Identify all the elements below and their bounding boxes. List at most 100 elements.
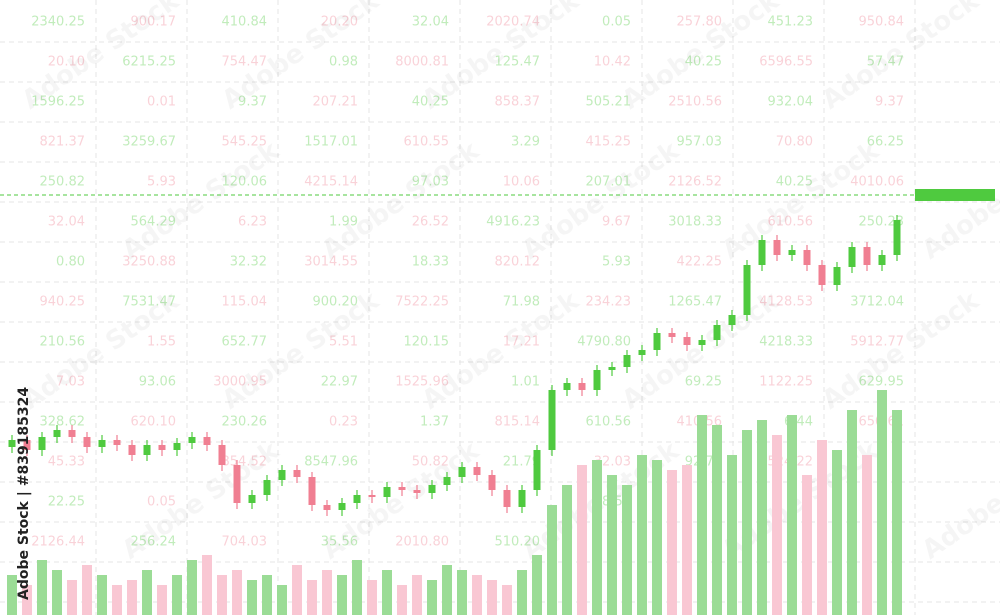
candle-body [203,437,211,445]
background-number: 704.03 [222,535,268,550]
background-number: 451.23 [768,15,814,30]
background-number: 35.56 [321,535,358,550]
volume-bar [322,570,332,615]
background-number: 3014.55 [304,255,358,270]
background-number: 610.55 [404,135,450,150]
candle-body [818,265,826,285]
background-number: 1525.96 [395,375,449,390]
background-number: 6.23 [238,215,267,230]
candle-body [368,495,376,497]
volume-bars [7,390,902,615]
volume-bar [142,570,152,615]
background-number: 7522.25 [395,295,449,310]
candle-body [218,445,226,465]
background-numbers: 2340.25 900.17 410.84 20.20 32.04 2020.74 0.05… [31,15,904,550]
volume-bar [727,455,737,615]
background-number: 2010.80 [395,535,449,550]
background-number: 256.24 [131,535,177,550]
volume-bar [637,455,647,615]
candle-body [398,487,406,490]
background-number: 0.05 [602,15,631,30]
candle-body [278,470,286,480]
background-number: 21.79 [503,455,540,470]
volume-bar [397,585,407,615]
volume-bar [172,575,182,615]
background-number: 210.56 [40,335,86,350]
candle-body [878,255,886,265]
candle-body [308,477,316,505]
background-number: 70.80 [776,135,813,150]
candles [8,215,901,516]
candle-body [503,490,511,507]
background-number: 18.33 [412,255,449,270]
candle-body [248,495,256,503]
candle-body [113,440,121,445]
background-number: 5912.77 [850,335,904,350]
volume-bar [577,465,587,615]
candle-body [83,437,91,447]
background-number: 4218.33 [759,335,813,350]
background-number: 328.62 [40,415,86,430]
candle-body [263,480,271,495]
background-number: 8000.81 [395,55,449,70]
candle-body [383,487,391,497]
background-number: 510.20 [495,535,541,550]
background-number: 4790.80 [577,335,631,350]
background-number: 1.37 [420,415,449,430]
candle-body [68,430,76,437]
watermark: Adobe Stock [117,135,285,265]
volume-bar [607,475,617,615]
volume-bar [292,565,302,615]
background-number: 422.25 [677,255,723,270]
background-number: 2510.56 [668,95,722,110]
candle-body [833,267,841,285]
volume-bar [787,415,797,615]
volume-bar [352,560,362,615]
background-number: 5.93 [147,175,176,190]
volume-bar [427,580,437,615]
candle-body [488,475,496,490]
background-number: 815.14 [495,415,541,430]
background-number: 950.84 [859,15,905,30]
background-number: 1.55 [147,335,176,350]
background-number: 3.29 [511,135,540,150]
background-number: 3712.04 [850,295,904,310]
background-number: 32.04 [48,215,85,230]
side-text: Adobe Stock | #839185324 [16,387,32,600]
volume-bar [832,450,842,615]
background-number: 4128.53 [759,295,813,310]
background-number: 1596.25 [31,95,85,110]
background-number: 652.77 [222,335,268,350]
background-number: 7.03 [56,375,85,390]
background-number: 3018.33 [668,215,722,230]
candle-body [188,437,196,443]
background-number: 45.33 [48,455,85,470]
candle-body [743,265,751,315]
background-number: 5.93 [602,255,631,270]
watermark: Adobe Stock [917,435,1000,565]
candle-body [233,465,241,503]
volume-bar [217,575,227,615]
volume-bar [52,570,62,615]
background-number: 207.01 [586,175,632,190]
candle-body [698,340,706,345]
background-number: 6215.25 [122,55,176,70]
volume-bar [667,470,677,615]
volume-bar [742,430,752,615]
background-number: 125.47 [495,55,541,70]
background-number: 120.06 [222,175,268,190]
background-number: 754.47 [222,55,268,70]
volume-bar [682,465,692,615]
reference-marker [915,189,995,201]
candle-body [593,370,601,390]
candle-body [803,250,811,265]
candle-body [758,240,766,265]
volume-bar [472,575,482,615]
candle-body [848,247,856,267]
candle-body [863,247,871,265]
candle-body [638,350,646,355]
background-number: 957.03 [677,135,723,150]
volume-bar [157,585,167,615]
candle-body [548,390,556,450]
